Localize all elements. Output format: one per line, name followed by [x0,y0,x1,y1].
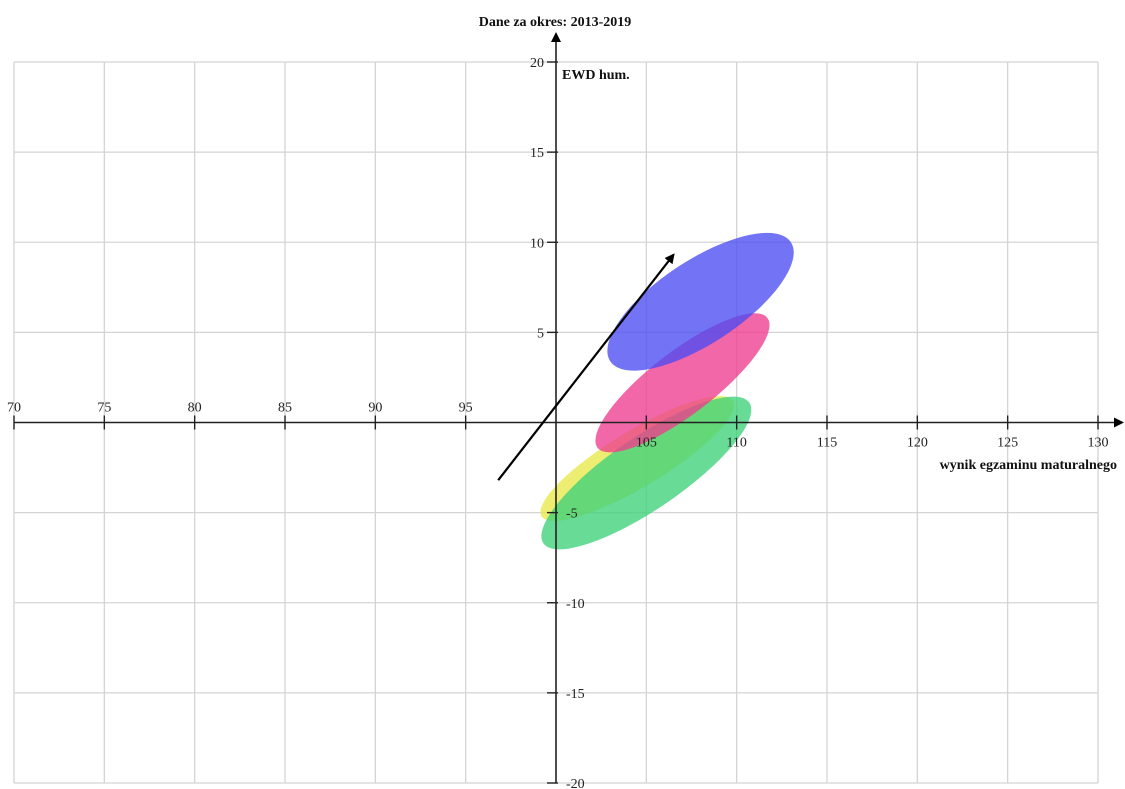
x-tick-label: 95 [459,401,473,416]
trend-arrow [497,253,675,481]
x-axis-label: wynik egzaminu maturalnego [940,458,1117,473]
y-tick-label: 10 [530,236,544,251]
x-tick-label: 115 [817,436,837,451]
y-tick-label: 20 [530,56,544,71]
y-tick-label: 15 [530,146,544,161]
y-tick-label: 5 [537,326,544,341]
y-tick-label: -15 [566,687,585,702]
x-tick-label: 90 [368,401,382,416]
x-tick-label: 120 [907,436,928,451]
ellipse-series-3 [595,313,770,453]
x-tick-label: 125 [997,436,1018,451]
x-tick-label: 70 [7,401,21,416]
y-tick-label: -10 [566,597,585,612]
x-tick-label: 85 [278,401,292,416]
trend-arrow-group [497,253,675,481]
ellipse-series-2 [541,396,752,550]
ellipse-series-4 [607,232,794,371]
y-tick-label: -20 [566,777,585,789]
chart-title: Dane za okres: 2013-2019 [479,15,632,30]
x-tick-label: 105 [636,436,657,451]
y-tick-label: -5 [566,507,578,522]
x-tick-label: 130 [1088,436,1109,451]
y-axis-label: EWD hum. [562,68,630,83]
x-tick-label: 80 [188,401,202,416]
x-tick-label: 110 [726,436,746,451]
labels: Dane za okres: 2013-2019 EWD hum. wynik … [479,15,1117,473]
x-tick-label: 75 [97,401,111,416]
ellipses [540,232,794,550]
